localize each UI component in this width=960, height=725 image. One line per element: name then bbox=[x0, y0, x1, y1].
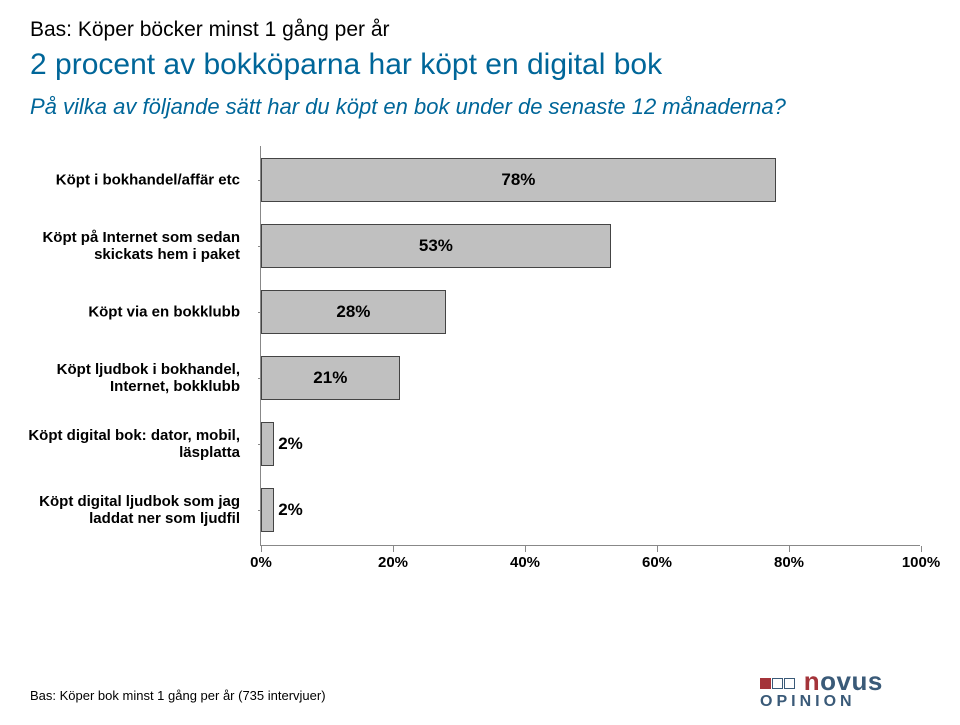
bar: 53% bbox=[261, 224, 611, 268]
novus-opinion-logo: novus OPINION bbox=[760, 666, 930, 710]
page-title: 2 procent av bokköparna har köpt en digi… bbox=[30, 48, 930, 82]
bar-category-label: Köpt digital bok: dator, mobil, läsplatt… bbox=[20, 427, 240, 462]
slide: Bas: Köper böcker minst 1 gång per år 2 … bbox=[0, 0, 960, 725]
x-axis-tick bbox=[921, 546, 922, 552]
x-axis-label: 60% bbox=[642, 554, 672, 571]
x-axis-label: 100% bbox=[902, 554, 940, 571]
logo-line2: OPINION bbox=[760, 693, 930, 711]
bar-value-label: 21% bbox=[313, 368, 347, 388]
bar-chart: Köpt i bokhandel/affär etc78%Köpt på Int… bbox=[30, 146, 930, 586]
x-axis-tick bbox=[261, 546, 262, 552]
x-axis-label: 0% bbox=[250, 554, 272, 571]
bar-value-label: 2% bbox=[278, 434, 303, 454]
bar: 28% bbox=[261, 290, 446, 334]
bar: 78% bbox=[261, 158, 776, 202]
x-axis-label: 80% bbox=[774, 554, 804, 571]
x-axis-tick bbox=[657, 546, 658, 552]
bar bbox=[261, 488, 274, 532]
x-axis-tick bbox=[789, 546, 790, 552]
x-axis-label: 40% bbox=[510, 554, 540, 571]
x-axis-label: 20% bbox=[378, 554, 408, 571]
page-subtitle: På vilka av följande sätt har du köpt en… bbox=[30, 94, 930, 120]
bar-value-label: 53% bbox=[419, 236, 453, 256]
bar-value-label: 28% bbox=[336, 302, 370, 322]
bar: 21% bbox=[261, 356, 400, 400]
footer-note: Bas: Köper bok minst 1 gång per år (735 … bbox=[30, 688, 326, 703]
x-axis-tick bbox=[525, 546, 526, 552]
bar-category-label: Köpt via en bokklubb bbox=[20, 303, 240, 320]
bar-category-label: Köpt ljudbok i bokhandel, Internet, bokk… bbox=[20, 361, 240, 396]
bar-value-label: 78% bbox=[501, 170, 535, 190]
bar-category-label: Köpt digital ljudbok som jag laddat ner … bbox=[20, 493, 240, 528]
base-label: Bas: Köper böcker minst 1 gång per år bbox=[30, 18, 930, 42]
bar bbox=[261, 422, 274, 466]
x-axis-tick bbox=[393, 546, 394, 552]
chart-plot-area: Köpt i bokhandel/affär etc78%Köpt på Int… bbox=[260, 146, 920, 546]
bar-category-label: Köpt i bokhandel/affär etc bbox=[20, 171, 240, 188]
bar-value-label: 2% bbox=[278, 500, 303, 520]
bar-category-label: Köpt på Internet som sedan skickats hem … bbox=[20, 229, 240, 264]
